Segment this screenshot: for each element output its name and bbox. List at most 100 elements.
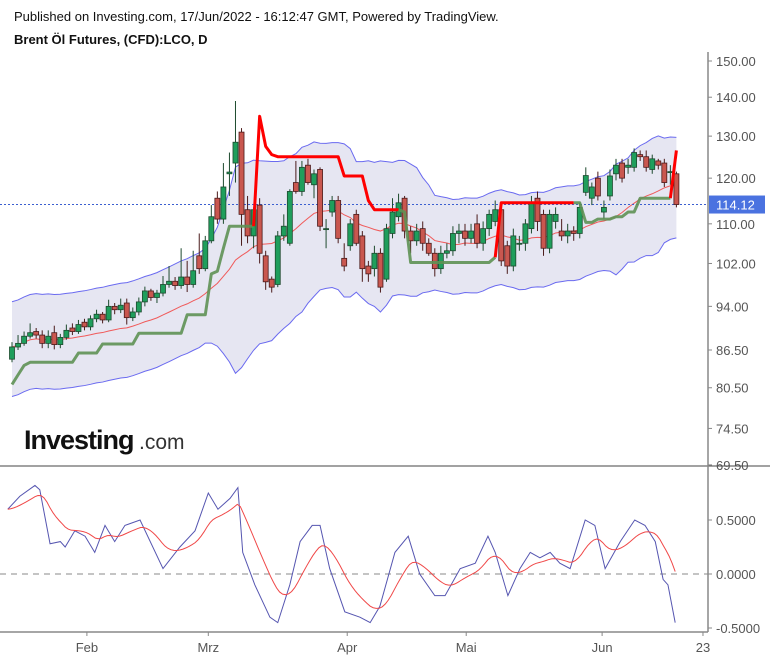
trailing-stop-up <box>398 208 497 264</box>
candle-body <box>516 242 523 245</box>
candle-body <box>317 169 323 227</box>
last-price-badge <box>709 195 765 214</box>
candle <box>256 198 263 264</box>
candle-body <box>534 197 541 222</box>
candle <box>268 276 275 293</box>
candle <box>389 198 396 239</box>
candle <box>661 158 668 187</box>
candle <box>413 223 420 246</box>
y-tick-label: 69.50 <box>716 458 749 473</box>
candle-body <box>226 171 233 175</box>
investing-logo: Investing .com <box>24 425 185 455</box>
candle-body <box>262 255 269 283</box>
y-tick-label: 94.00 <box>716 299 749 314</box>
candle-body <box>39 334 46 344</box>
candle-body <box>443 250 450 254</box>
candle <box>178 248 185 289</box>
candle-body <box>135 301 142 313</box>
y-tick-label: 74.50 <box>716 421 749 436</box>
x-tick-label: 23 <box>696 640 710 655</box>
price-panel <box>0 100 708 397</box>
candle <box>450 226 456 256</box>
candle <box>154 289 160 304</box>
candle-body <box>286 191 293 244</box>
candle-body <box>546 213 553 249</box>
trailing-stop-up <box>10 224 254 386</box>
bollinger-upper <box>11 135 677 303</box>
candle <box>480 221 487 251</box>
candle <box>226 152 233 196</box>
candle <box>51 325 58 350</box>
candle <box>673 171 680 208</box>
candle <box>468 223 474 244</box>
trailing-stop-down <box>252 114 399 227</box>
candle-body <box>87 318 94 328</box>
candle <box>135 297 142 316</box>
candle-body <box>160 284 166 294</box>
candle-body <box>208 216 215 242</box>
candle <box>292 160 299 194</box>
candle <box>105 299 112 323</box>
candle-body <box>21 335 27 344</box>
candle <box>69 323 76 336</box>
candle <box>280 214 287 241</box>
candle <box>619 158 625 183</box>
candle-body <box>588 186 595 199</box>
candle-body <box>154 292 160 298</box>
candle-body <box>522 223 529 244</box>
candle-body <box>141 290 148 303</box>
candle <box>492 200 499 227</box>
candle-body <box>462 230 468 239</box>
candle <box>341 243 348 272</box>
x-tick-label: Mrz <box>197 640 219 655</box>
candle-body <box>148 290 154 298</box>
trailing-stop-down <box>668 150 678 199</box>
candle-body <box>335 200 342 239</box>
candle-body <box>365 265 372 275</box>
candle-body <box>305 164 311 183</box>
candle-body <box>184 276 191 285</box>
candle-body <box>413 230 420 242</box>
candle <box>9 342 15 363</box>
candle-body <box>649 158 656 170</box>
candle-body <box>558 230 565 237</box>
candle <box>184 260 191 293</box>
candle-body <box>220 186 227 220</box>
candle <box>166 266 172 288</box>
candle-body <box>540 213 547 249</box>
candle-body <box>268 278 275 288</box>
candle <box>305 158 311 185</box>
x-tick-label: Apr <box>337 640 358 655</box>
candle <box>462 223 468 246</box>
candle <box>141 286 148 307</box>
candle-body <box>625 164 631 168</box>
bollinger-lower <box>11 237 677 397</box>
candle <box>637 150 644 161</box>
candle <box>601 200 607 220</box>
candle-body <box>673 173 680 205</box>
candle <box>582 167 589 196</box>
candle <box>564 223 571 244</box>
y-tick-label: 86.50 <box>716 343 749 358</box>
candle <box>299 160 305 196</box>
candle <box>594 171 601 201</box>
candle-body <box>93 313 100 320</box>
candle <box>607 169 613 201</box>
candle <box>643 150 650 172</box>
candle <box>540 209 547 256</box>
candle <box>377 248 384 293</box>
candle <box>262 250 269 290</box>
candle-body <box>280 225 287 237</box>
y-tick-label: 80.50 <box>716 381 749 396</box>
candle-body <box>552 213 559 222</box>
candle <box>202 235 209 272</box>
candle <box>443 243 450 259</box>
candle-body <box>389 211 396 234</box>
x-tick-label: Mai <box>456 640 477 655</box>
candle <box>655 158 662 170</box>
trailing-stop-down <box>493 201 574 258</box>
candle <box>649 154 656 174</box>
candle-body <box>456 230 462 234</box>
candle-body <box>631 152 638 168</box>
